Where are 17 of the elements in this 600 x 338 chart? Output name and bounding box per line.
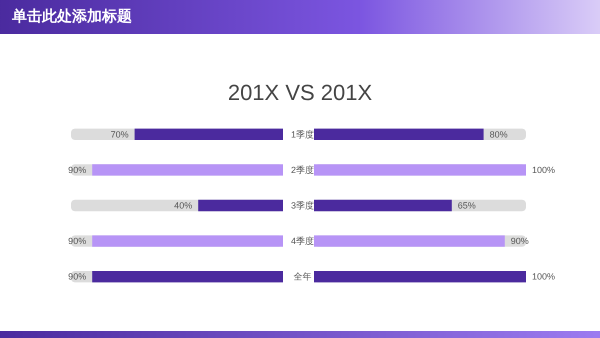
y-tick-label: 全年 <box>294 272 312 282</box>
chart-subtitle: 201X VS 201X <box>226 80 374 106</box>
data-label: 65% <box>458 200 476 210</box>
data-label: 80% <box>490 129 508 140</box>
chart-title: 单击此处添加标题 <box>0 0 600 34</box>
data-label: 100% <box>532 164 556 175</box>
data-label: 100% <box>532 272 556 282</box>
y-tick-label: 3季度 <box>290 200 314 210</box>
data-label: 90% <box>68 164 86 175</box>
y-tick-label: 4季度 <box>290 236 314 246</box>
data-label: 90% <box>68 272 86 282</box>
data-label: 90% <box>68 236 86 246</box>
data-label: 40% <box>174 200 192 210</box>
y-tick-label: 1季度 <box>290 129 314 140</box>
data-label: 70% <box>110 129 129 140</box>
y-tick-label: 2季度 <box>290 164 314 175</box>
data-label: 90% <box>510 236 529 246</box>
